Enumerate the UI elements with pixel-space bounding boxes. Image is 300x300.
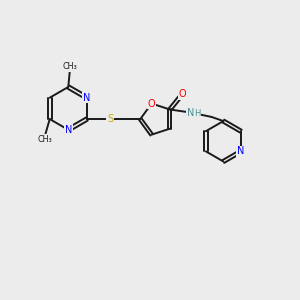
- Text: CH₃: CH₃: [62, 62, 77, 71]
- Text: N: N: [237, 146, 244, 156]
- Text: H: H: [194, 109, 201, 118]
- Text: N: N: [187, 108, 194, 118]
- Text: S: S: [107, 114, 113, 124]
- Text: CH₃: CH₃: [38, 135, 52, 144]
- Text: O: O: [148, 98, 155, 109]
- Text: N: N: [64, 125, 72, 135]
- Text: O: O: [178, 89, 186, 99]
- Text: N: N: [83, 93, 91, 103]
